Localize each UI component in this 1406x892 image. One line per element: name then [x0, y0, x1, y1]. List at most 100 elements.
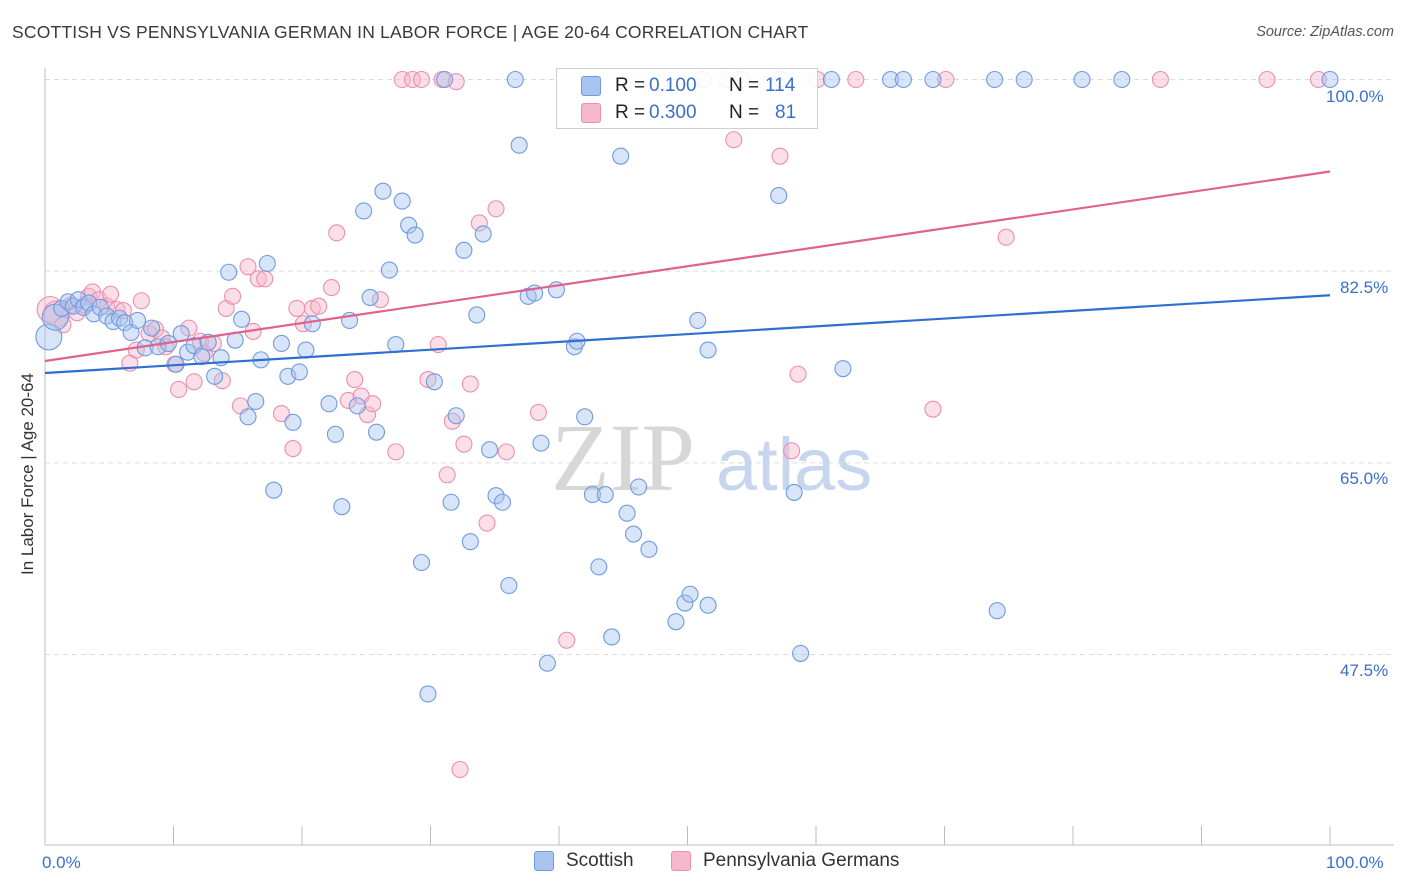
pennsylvania-germans-point: [284, 440, 302, 458]
scottish-point: [506, 70, 524, 89]
scottish-point: [596, 486, 614, 504]
legend-row-pennsylvania-germans: R = 0.300 N = 81: [557, 101, 819, 125]
pennsylvania-germans-point: [725, 131, 743, 149]
pennsylvania-germans-point: [288, 299, 306, 317]
scottish-point: [348, 397, 366, 415]
pennsylvania-germans-point: [487, 200, 505, 218]
legend-n-label: N =: [729, 75, 760, 96]
scottish-point: [624, 525, 643, 543]
legend-n-value: 114: [765, 75, 796, 96]
scottish-point: [988, 602, 1006, 620]
scottish-point: [1015, 70, 1033, 89]
source-credit: Source: ZipAtlas.com: [1256, 24, 1394, 40]
scottish-point: [500, 576, 518, 595]
scottish-point: [284, 413, 302, 431]
y-tick-label: 47.5%: [1340, 661, 1389, 680]
pennsylvania-germans-point: [419, 371, 437, 389]
x-axis-max-label: 100.0%: [1326, 853, 1384, 872]
scottish-point: [834, 360, 852, 378]
scottish-point: [474, 225, 492, 243]
pennsylvania-germans-point: [101, 285, 120, 303]
scottish-trend-line: [44, 294, 1331, 375]
scottish-point: [689, 311, 707, 330]
legend-row-scottish: R = 0.100 N = 114: [557, 74, 819, 98]
watermark: ZIP atlas: [551, 404, 872, 511]
scottish-point: [1113, 70, 1131, 89]
scottish-point: [220, 263, 238, 281]
scottish-point: [326, 425, 344, 443]
scottish-point: [881, 70, 900, 89]
scottish-point: [91, 298, 109, 316]
pennsylvania-germans-point: [256, 270, 274, 288]
scottish-point: [387, 335, 405, 354]
scottish-point: [461, 533, 479, 551]
pennsylvania-germans-point: [451, 760, 469, 779]
scottish-point: [986, 70, 1004, 89]
watermark-atlas: atlas: [716, 423, 872, 506]
pennsylvania-germans-point: [132, 292, 150, 310]
scottish-point: [785, 483, 803, 501]
scottish-point: [406, 226, 424, 244]
scottish-point: [1073, 70, 1091, 89]
y-axis-title: In Labor Force | Age 20-64: [18, 373, 37, 575]
pennsylvania-germans-point: [185, 373, 203, 391]
correlation-legend: R = 0.100 N = 114 R = 0.300 N = 81: [556, 68, 818, 129]
legend-r-label: R =: [615, 75, 646, 96]
pennsylvania-germans-point: [339, 391, 357, 409]
scottish-point: [143, 319, 161, 337]
pennsylvania-germans-point: [783, 442, 801, 460]
pennsylvania-germans-point: [1309, 70, 1327, 89]
scottish-point: [233, 310, 251, 328]
scottish-point: [481, 441, 499, 459]
series-legend: Scottish Pennsylvania Germans: [0, 850, 1406, 880]
pennsylvania-germans-point: [170, 380, 188, 399]
pennsylvania-germans-point: [387, 443, 405, 461]
scottish-point: [770, 187, 788, 205]
scottish-point: [681, 585, 699, 603]
legend-r-value: 0.100: [649, 75, 697, 96]
legend-n-value: 81: [775, 102, 797, 123]
pennsylvania-germans-point: [310, 297, 328, 315]
scottish-point: [116, 314, 134, 332]
y-tick-label: 100.0%: [1326, 87, 1384, 106]
scottish-point: [128, 311, 147, 330]
scottish-point: [272, 334, 290, 353]
scottish-point: [538, 654, 556, 672]
pennsylvania-germans-point: [412, 70, 431, 89]
scottish-point: [419, 685, 437, 703]
scottish-point: [455, 241, 473, 259]
scottish-point: [1321, 70, 1339, 89]
legend-r-label: R =: [615, 102, 646, 123]
scottish-point: [290, 363, 308, 381]
scottish-point: [667, 613, 685, 631]
pennsylvania-germans-point: [249, 270, 267, 288]
scottish-point: [239, 408, 257, 426]
pennsylvania-germans-point: [303, 299, 321, 317]
pennsylvania-germans-point: [789, 365, 807, 383]
pennsylvania-germans-point: [455, 435, 473, 453]
pennsylvania-germans-point: [924, 400, 942, 418]
legend-label-scottish: Scottish: [566, 850, 634, 871]
pennsylvania-germans-point: [438, 466, 456, 484]
scottish-point: [603, 628, 621, 646]
scottish-point: [258, 254, 276, 273]
pennsylvania-germans-point: [529, 403, 547, 422]
scottish-point: [447, 407, 465, 425]
pennsylvania-germans-point: [403, 70, 422, 89]
pennsylvania-germans-point: [224, 287, 242, 305]
legend-item-scottish: Scottish: [534, 850, 634, 872]
scottish-swatch: [581, 76, 601, 96]
scottish-point: [640, 540, 658, 558]
pennsylvania-germans-point: [371, 291, 389, 309]
pennsylvania-germans-point: [997, 228, 1015, 246]
pennsylvania-germans-point: [328, 224, 346, 242]
pennsylvania-germans-point: [272, 404, 290, 423]
legend-item-pennsylvania-germans: Pennsylvania Germans: [671, 850, 899, 872]
scottish-point: [380, 261, 398, 279]
pennsylvania-germans-point: [771, 147, 789, 165]
y-tick-label: 65.0%: [1340, 469, 1389, 488]
pennsylvania-germans-point: [1151, 70, 1169, 89]
scottish-point: [510, 136, 528, 154]
scottish-point: [487, 487, 505, 505]
